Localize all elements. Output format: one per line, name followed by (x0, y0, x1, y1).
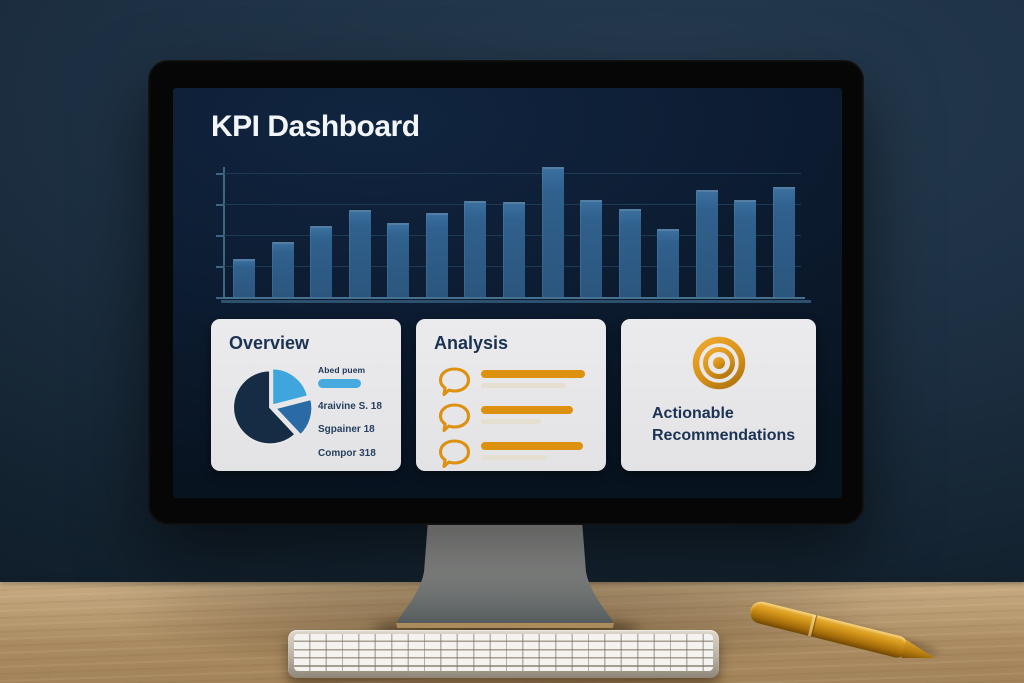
overview-card: Overview Abed puem 4raivine S. 18 Sgpaine… (211, 319, 401, 471)
recommendations-title: Actionable Recommendations (652, 403, 795, 447)
analysis-row (438, 437, 588, 473)
chart-bar (425, 212, 448, 297)
y-axis (223, 167, 225, 299)
axis-tick (216, 266, 224, 268)
axis-tick (216, 235, 224, 237)
chart-bar (233, 259, 255, 297)
analysis-bar-primary (481, 442, 583, 450)
chart-bar (348, 209, 371, 297)
analysis-bar-primary (481, 406, 573, 414)
chart-bar (657, 229, 680, 297)
chart-bar (310, 225, 333, 297)
recommendations-line1: Actionable (652, 405, 734, 422)
speech-bubble-icon (438, 403, 471, 432)
x-axis (223, 297, 805, 299)
page-title: KPI Dashboard (211, 110, 420, 143)
dashboard-screen: KPI Dashboard Overview Abed puem 4raivin… (173, 88, 842, 498)
chart-bar (271, 242, 294, 297)
overview-card-title: Overview (229, 333, 310, 353)
pie-chart (232, 367, 314, 446)
recommendations-card: Actionable Recommendations (621, 319, 816, 471)
legend-label: Abed puem (318, 365, 366, 375)
analysis-bar-primary (481, 370, 585, 378)
chart-bar (734, 199, 757, 297)
keyboard-keys (294, 634, 713, 671)
legend-swatch (318, 379, 361, 388)
bar-series (233, 167, 795, 297)
gridline (223, 173, 801, 174)
chart-bar (580, 199, 603, 297)
target-icon (692, 336, 745, 390)
legend-item: 4raivine S. 18 (318, 400, 382, 412)
chart-bar (772, 186, 795, 297)
pie-slice-segment-light (271, 367, 310, 407)
analysis-bar-secondary (481, 418, 542, 424)
legend-item: Compor 318 (318, 447, 376, 459)
analysis-bar-secondary (481, 382, 567, 388)
chart-bar (541, 167, 564, 297)
pie-legend: Abed puem 4raivine S. 18 Sgpainer 18 Compo… (318, 365, 396, 459)
axis-tick (216, 297, 224, 299)
chart-bar (502, 202, 525, 297)
chart-bar (695, 190, 718, 297)
axis-tick (216, 173, 224, 175)
analysis-row (438, 401, 588, 437)
chart-bar (464, 200, 487, 297)
legend-items: 4raivine S. 18 Sgpainer 18 Compor 318 (318, 401, 396, 459)
pie-slice-segment-dark (232, 369, 297, 446)
pie-slice-segment-mid (273, 397, 314, 437)
analysis-card: Analysis (416, 319, 606, 471)
kpi-bar-chart (173, 88, 842, 318)
analysis-bar-secondary (481, 454, 547, 460)
chart-bar (618, 208, 641, 297)
x-axis-shadow (221, 300, 811, 303)
legend-item: Sgpainer 18 (318, 424, 375, 435)
analysis-rows (438, 365, 588, 473)
speech-bubble-icon (438, 439, 471, 468)
axis-tick (216, 204, 224, 206)
keyboard (288, 630, 719, 678)
analysis-card-title: Analysis (434, 333, 509, 353)
monitor-stand (396, 520, 614, 628)
pen-tip (901, 640, 937, 666)
speech-bubble-icon (438, 367, 471, 396)
recommendations-line2: Recommendations (652, 427, 796, 445)
monitor-bezel: KPI Dashboard Overview Abed puem 4raivin… (148, 60, 864, 525)
chart-bar (387, 222, 410, 297)
analysis-row (438, 365, 588, 401)
